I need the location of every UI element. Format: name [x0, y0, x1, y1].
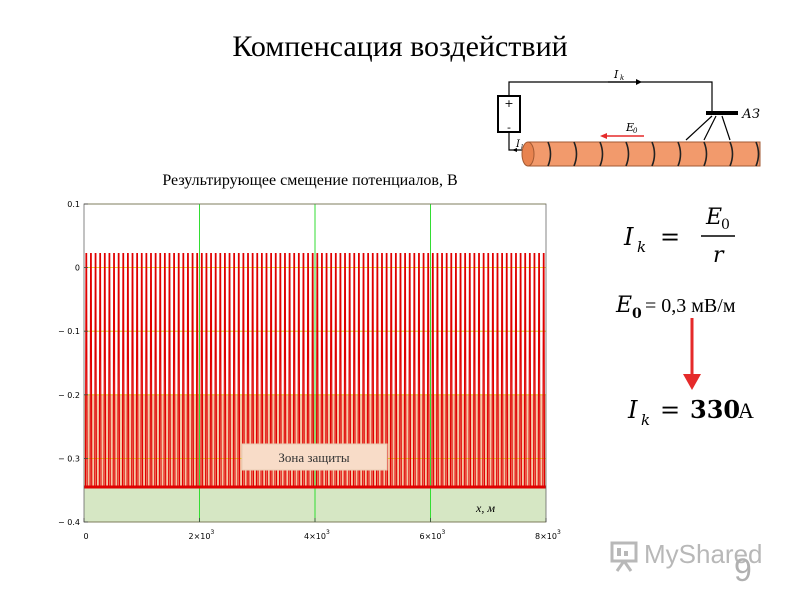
x-tick-label-0: 0 [83, 532, 88, 541]
x-tick-exponent-2: 3 [326, 529, 330, 536]
pipe-joint-6 [703, 141, 708, 167]
result-sub: k [641, 411, 650, 429]
x-tick-exponent-1: 3 [211, 529, 215, 536]
x-tick-label-4: 8×10 [535, 532, 557, 541]
y-tick-label-5: − 0.4 [58, 518, 80, 527]
protection-zone-label: Зона защиты [278, 450, 350, 465]
page-number: 9 [734, 552, 752, 588]
logo-text: MyShared [644, 539, 763, 569]
battery-minus: - [507, 121, 511, 134]
formula-ik-sub: k [637, 238, 646, 256]
logo: MyShared [604, 535, 774, 575]
pipe-joint-4 [651, 141, 656, 167]
anode-ray-1 [685, 115, 713, 141]
formula-equals: = [660, 223, 680, 251]
y-tick-label-0: 0.1 [67, 200, 80, 209]
presentation-icon [610, 541, 638, 572]
current-label-bottom: I [515, 139, 521, 150]
anode-label: АЗ [741, 107, 760, 122]
current-sub-top: k [620, 74, 624, 82]
formula-numerator-sub: 0 [721, 217, 730, 233]
x-tick-exponent-3: 3 [442, 529, 446, 536]
field-arrowhead [600, 133, 607, 139]
result-value: 330 [690, 395, 740, 424]
y-tick-label-1: 0 [75, 264, 80, 273]
x-tick-label-1: 2×10 [189, 532, 211, 541]
wire-top [508, 81, 713, 113]
formulas: I k = E 0 r E 0 = 0,3 мВ/м I k = 330 А [615, 205, 754, 429]
e0-value: = 0,3 мВ/м [645, 295, 736, 317]
e0-sub: 0 [632, 306, 642, 322]
pipe-joints [547, 141, 760, 167]
pipe-joint-0 [547, 141, 552, 167]
x-tick-label-2: 4×10 [304, 532, 326, 541]
pipe-joint-2 [599, 141, 604, 167]
anode-ray-3 [721, 115, 731, 141]
x-tick-label-3: 6×10 [420, 532, 442, 541]
protection-zone-box [241, 443, 388, 471]
field-sub: 0 [633, 127, 638, 135]
red-arrow-icon [683, 374, 701, 390]
y-tick-label-4: − 0.3 [58, 454, 80, 463]
y-tick-label-2: − 0.1 [58, 327, 80, 336]
result-unit: А [738, 398, 754, 423]
chart-title: Результирующее смещение потенциалов, В [162, 172, 458, 189]
x-tick-exponent-4: 3 [557, 529, 561, 536]
pipe-end [521, 141, 535, 167]
formula-denominator: r [713, 243, 725, 268]
x-axis-label: x, м [475, 501, 495, 515]
schematic: + - АЗ I k E 0 I k [497, 68, 761, 167]
formula-numerator: E [705, 205, 722, 230]
chart: 0.10− 0.1− 0.2− 0.3− 0.40 2×10 3 4×10 3 6×10 3… [58, 200, 561, 541]
pipe-joint-1 [573, 141, 578, 167]
slide-title: Компенсация воздействий [232, 30, 568, 63]
pipe-joint-8 [755, 141, 760, 167]
pipe-joint-3 [625, 141, 630, 167]
y-tick-label-3: − 0.2 [58, 391, 80, 400]
pipe-icon [527, 141, 761, 167]
anode-ray-2 [703, 115, 717, 141]
current-label-top: I [613, 68, 619, 81]
result-equals: = [660, 396, 680, 424]
pipe-joint-5 [677, 141, 682, 167]
battery-plus: + [504, 97, 513, 110]
pipe-joint-7 [729, 141, 734, 167]
result-lhs: I [627, 396, 638, 424]
e0-symbol: E [615, 293, 632, 318]
current-arrowhead-top [636, 79, 642, 85]
field-label: E [625, 121, 634, 134]
current-arrowhead-bottom [512, 148, 517, 152]
formula-ik-lhs: I [623, 223, 634, 251]
